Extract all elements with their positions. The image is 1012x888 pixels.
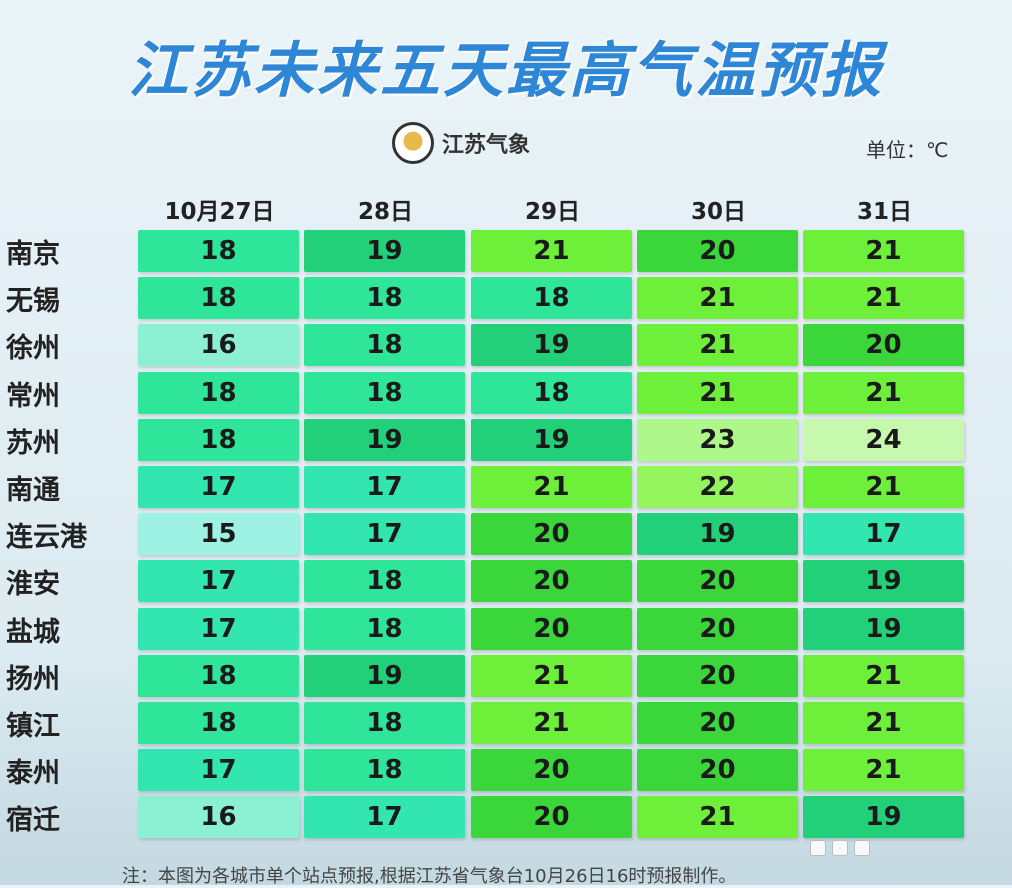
column-header: 10月27日: [164, 199, 275, 225]
temperature-cell: 20: [471, 560, 632, 602]
temperature-cell: 18: [471, 277, 632, 319]
temperature-cell: 21: [471, 655, 632, 697]
temperature-cell: 21: [803, 655, 964, 697]
temperature-cell: 19: [803, 608, 964, 650]
column-header: 29日: [524, 199, 580, 225]
temperature-cell: 21: [803, 466, 964, 508]
temperature-cell: 20: [637, 655, 798, 697]
temperature-cell: 18: [138, 277, 299, 319]
city-label: 镇江: [6, 711, 60, 742]
temperature-cell: 21: [637, 796, 798, 838]
temperature-cell: 21: [803, 372, 964, 414]
city-label: 扬州: [6, 664, 60, 695]
temperature-cell: 19: [304, 655, 465, 697]
column-header: 31日: [856, 199, 912, 225]
temperature-cell: 19: [471, 419, 632, 461]
city-label: 连云港: [6, 522, 87, 553]
city-label: 南通: [6, 475, 60, 506]
temperature-cell: 17: [138, 560, 299, 602]
temperature-cell: 21: [471, 702, 632, 744]
chart-title: 江苏未来五天最高气温预报: [128, 36, 884, 106]
column-header: 30日: [690, 199, 746, 225]
temperature-cell: 20: [637, 608, 798, 650]
city-label: 淮安: [6, 569, 60, 600]
temperature-cell: 20: [803, 324, 964, 366]
city-label: 苏州: [6, 428, 60, 459]
temperature-cell: 19: [803, 796, 964, 838]
temperature-cell: 18: [304, 372, 465, 414]
temperature-cell: 20: [637, 702, 798, 744]
temperature-cell: 19: [637, 513, 798, 555]
city-label: 无锡: [6, 286, 60, 317]
weather-bureau-emblem-icon: [392, 122, 434, 164]
temperature-cell: 18: [138, 419, 299, 461]
watermark-icon: [810, 840, 826, 856]
temperature-cell: 21: [637, 277, 798, 319]
temperature-cell: 17: [803, 513, 964, 555]
temperature-cell: 19: [304, 419, 465, 461]
temperature-cell: 21: [637, 324, 798, 366]
temperature-cell: 19: [471, 324, 632, 366]
temperature-cell: 21: [803, 749, 964, 791]
column-header: 28日: [357, 199, 413, 225]
city-label: 南京: [6, 239, 60, 270]
temperature-cell: 18: [304, 324, 465, 366]
temperature-cell: 21: [471, 466, 632, 508]
temperature-cell: 19: [803, 560, 964, 602]
city-label: 宿迁: [6, 805, 60, 836]
temperature-cell: 17: [304, 796, 465, 838]
temperature-cell: 21: [803, 702, 964, 744]
temperature-cell: 21: [803, 230, 964, 272]
temperature-cell: 16: [138, 796, 299, 838]
city-label: 盐城: [6, 617, 60, 648]
temperature-cell: 22: [637, 466, 798, 508]
temperature-cell: 17: [138, 749, 299, 791]
temperature-cell: 20: [471, 749, 632, 791]
temperature-cell: 15: [138, 513, 299, 555]
temperature-cell: 18: [138, 702, 299, 744]
temperature-cell: 17: [138, 466, 299, 508]
temperature-cell: 19: [304, 230, 465, 272]
temperature-cell: 18: [138, 372, 299, 414]
watermark-icon: [854, 840, 870, 856]
temperature-cell: 20: [637, 560, 798, 602]
temperature-cell: 18: [471, 372, 632, 414]
temperature-cell: 20: [471, 608, 632, 650]
temperature-cell: 21: [471, 230, 632, 272]
temperature-cell: 20: [471, 796, 632, 838]
watermark-icon: [832, 840, 848, 856]
temperature-cell: 18: [304, 560, 465, 602]
city-label: 常州: [6, 381, 60, 412]
temperature-cell: 20: [637, 749, 798, 791]
city-label: 泰州: [6, 758, 60, 789]
temperature-cell: 17: [304, 513, 465, 555]
city-label: 徐州: [6, 333, 60, 364]
temperature-cell: 23: [637, 419, 798, 461]
temperature-cell: 18: [138, 230, 299, 272]
temperature-cell: 18: [304, 608, 465, 650]
watermark-icons: [810, 840, 870, 856]
temperature-cell: 17: [138, 608, 299, 650]
temperature-cell: 24: [803, 419, 964, 461]
temperature-cell: 20: [471, 513, 632, 555]
temperature-cell: 17: [304, 466, 465, 508]
temperature-cell: 18: [138, 655, 299, 697]
temperature-cell: 18: [304, 277, 465, 319]
logo-text: 江苏气象: [442, 133, 531, 158]
temperature-cell: 21: [803, 277, 964, 319]
temperature-cell: 16: [138, 324, 299, 366]
footnote: 注：本图为各城市单个站点预报,根据江苏省气象台10月26日16时预报制作。: [122, 866, 737, 887]
temperature-cell: 20: [637, 230, 798, 272]
unit-label: 单位：℃: [866, 138, 949, 162]
jiangsu-weather-logo: 江苏气象: [392, 122, 530, 164]
temperature-cell: 18: [304, 702, 465, 744]
temperature-cell: 21: [637, 372, 798, 414]
temperature-cell: 18: [304, 749, 465, 791]
